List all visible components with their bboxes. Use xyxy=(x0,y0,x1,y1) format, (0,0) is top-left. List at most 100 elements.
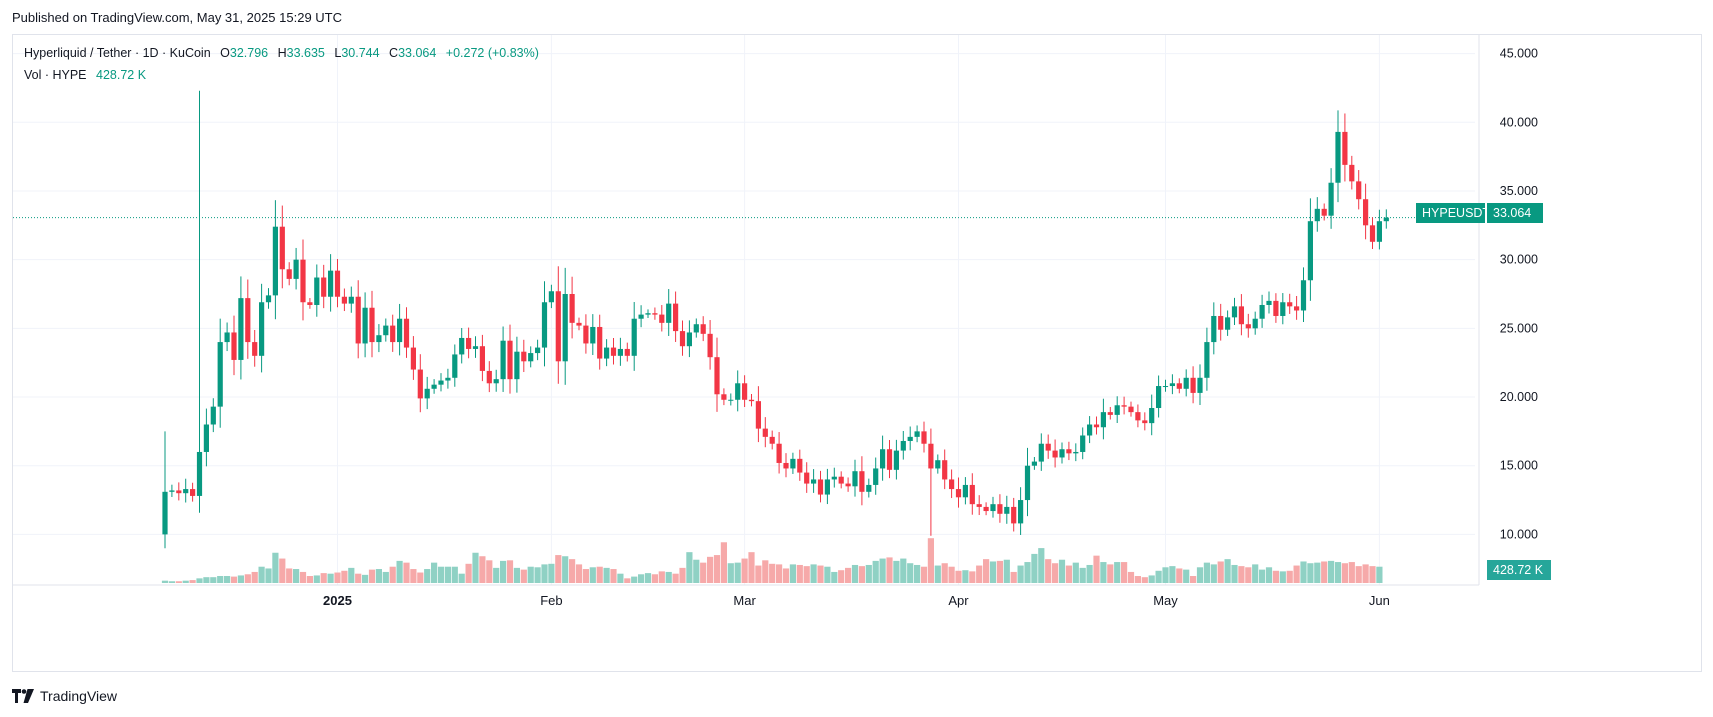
candle-body xyxy=(949,479,955,490)
candle-body xyxy=(1314,208,1320,222)
volume-bar xyxy=(244,574,251,583)
candle-body xyxy=(1259,304,1265,319)
candle-body xyxy=(1225,317,1231,330)
candle-body xyxy=(1356,181,1362,200)
candle-body xyxy=(176,490,182,494)
candle-body xyxy=(935,460,941,469)
volume-bar xyxy=(734,562,741,583)
candle-body xyxy=(1100,412,1106,428)
y-tick-label: 25.000 xyxy=(1500,321,1538,335)
candle-body xyxy=(452,354,458,378)
volume-bar xyxy=(720,542,727,583)
candle-body xyxy=(224,332,230,343)
candle-body xyxy=(541,302,548,348)
candle-body xyxy=(638,314,644,319)
time-axis: 2025 Feb Mar Apr May Jun xyxy=(323,593,1390,608)
candle-body xyxy=(631,318,637,356)
candle-body xyxy=(921,431,927,444)
candle-body xyxy=(962,484,968,498)
candle-body xyxy=(286,269,292,279)
volume-value: 428.72 K xyxy=(96,68,147,82)
candle-body xyxy=(1238,306,1244,325)
candle-body xyxy=(666,303,672,323)
tradingview-branding[interactable]: TradingView xyxy=(12,688,117,704)
candle-body xyxy=(1011,506,1017,524)
low-label: L xyxy=(334,46,342,60)
volume-bar xyxy=(437,566,445,583)
volume-bar xyxy=(562,556,569,583)
candle-body xyxy=(459,337,465,355)
symbol-title[interactable]: Hyperliquid / Tether · 1D · KuCoin xyxy=(24,46,211,60)
candle-body xyxy=(397,318,403,343)
candle-body xyxy=(590,326,596,344)
volume-bar xyxy=(983,559,990,583)
volume-bar xyxy=(1190,576,1197,583)
candle-body xyxy=(1176,383,1182,389)
volume-bar xyxy=(996,560,1003,583)
volume-bar xyxy=(1100,562,1107,583)
candle-body xyxy=(886,449,893,470)
volume-bar xyxy=(596,566,603,583)
candle-body xyxy=(852,471,858,487)
candle-body xyxy=(369,307,375,343)
brand-name: TradingView xyxy=(40,688,118,704)
volume-bar xyxy=(755,565,762,583)
candle-body xyxy=(348,296,354,304)
volume-bar xyxy=(451,566,458,583)
candle-body xyxy=(1328,182,1334,216)
candle-body xyxy=(548,291,554,303)
candle-body xyxy=(831,476,837,480)
candle-body xyxy=(252,342,258,356)
candle-body xyxy=(328,270,334,297)
candle-body xyxy=(438,380,444,385)
low-value: 30.744 xyxy=(341,46,380,60)
candle-body xyxy=(1335,131,1341,183)
volume-label[interactable]: Vol · HYPE xyxy=(24,68,87,82)
volume-bar xyxy=(803,566,810,583)
volume-bar xyxy=(555,555,562,583)
volume-bar xyxy=(1134,576,1141,583)
candle-body xyxy=(1107,412,1113,415)
volume-bar xyxy=(831,571,838,583)
candle-body xyxy=(707,333,713,358)
volume-bar xyxy=(258,566,265,583)
volume-bar xyxy=(1348,562,1355,583)
chart-frame xyxy=(12,34,1702,672)
candle-body xyxy=(1383,217,1389,222)
volume-bar xyxy=(962,570,969,583)
candle-body xyxy=(1135,412,1141,421)
candle-body xyxy=(866,484,872,492)
current-volume-tag: 428.72 K xyxy=(1487,560,1551,580)
volume-bar xyxy=(520,569,527,583)
candle-body xyxy=(900,440,906,451)
candle-body xyxy=(693,324,699,333)
y-tick-label: 45.000 xyxy=(1500,47,1538,61)
volume-bar xyxy=(1238,566,1245,583)
candle-body xyxy=(1183,377,1189,389)
published-header: Published on TradingView.com, May 31, 20… xyxy=(12,10,343,25)
candle-body xyxy=(624,348,630,356)
close-label: C xyxy=(389,46,399,60)
volume-bar xyxy=(1052,563,1059,583)
volume-bar xyxy=(1286,570,1293,583)
candle-body xyxy=(1004,506,1010,514)
candle-body xyxy=(321,277,327,297)
candle-body xyxy=(1300,280,1307,311)
volume-bar xyxy=(858,566,865,583)
candle-body xyxy=(645,313,651,315)
volume-bar xyxy=(1265,567,1273,583)
candle-body xyxy=(183,489,189,494)
y-tick-label: 10.000 xyxy=(1500,527,1538,541)
volume-bar xyxy=(624,578,631,583)
volume-bar xyxy=(1362,564,1369,583)
candle-body xyxy=(1149,408,1155,424)
candle-body xyxy=(562,294,568,362)
candle-body xyxy=(1369,225,1376,242)
candle-body xyxy=(1142,420,1148,424)
volume-bar xyxy=(934,565,941,583)
volume-bar xyxy=(493,567,500,583)
volume-bar xyxy=(541,564,548,583)
volume-bar xyxy=(748,552,755,583)
volume-bar xyxy=(1155,570,1162,583)
